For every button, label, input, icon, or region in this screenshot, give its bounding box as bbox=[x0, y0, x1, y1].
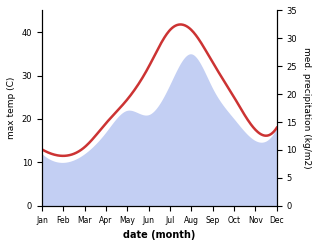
X-axis label: date (month): date (month) bbox=[123, 230, 196, 240]
Y-axis label: med. precipitation (kg/m2): med. precipitation (kg/m2) bbox=[302, 47, 311, 169]
Y-axis label: max temp (C): max temp (C) bbox=[7, 77, 16, 139]
